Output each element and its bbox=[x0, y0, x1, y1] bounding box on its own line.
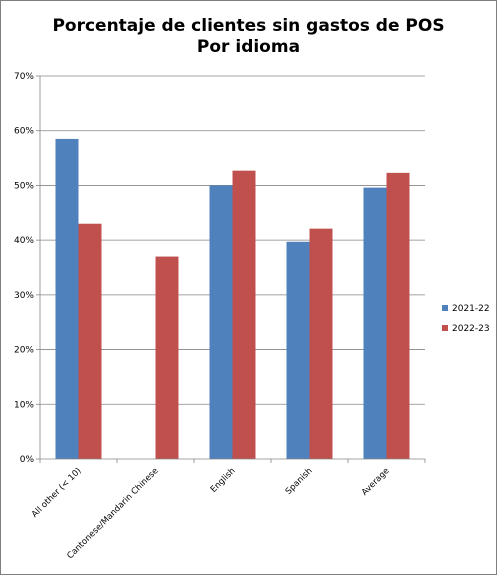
y-tick-label: 30% bbox=[14, 291, 34, 301]
y-tick-label: 10% bbox=[14, 400, 34, 410]
chart-title-line-1: Porcentaje de clientes sin gastos de POS bbox=[52, 16, 445, 36]
y-tick-label: 20% bbox=[14, 346, 34, 356]
bar-2022-23-0 bbox=[78, 223, 102, 459]
legend-swatch bbox=[442, 305, 448, 311]
bars bbox=[55, 138, 410, 460]
chart-title: Porcentaje de clientes sin gastos de POS… bbox=[0, 16, 497, 58]
bar-2021-22-4 bbox=[363, 187, 387, 460]
y-tick-label: 60% bbox=[14, 127, 34, 137]
y-tick-label: 40% bbox=[14, 236, 34, 246]
legend-label: 2021-22 bbox=[452, 304, 490, 314]
bar-2021-22-2 bbox=[209, 185, 233, 459]
bar-2022-23-3 bbox=[309, 228, 333, 459]
y-tick-label: 70% bbox=[14, 72, 34, 82]
legend: 2021-22 2022-23 bbox=[442, 304, 490, 334]
chart-title-line-2: Por idioma bbox=[196, 37, 301, 57]
bar-2021-22-0 bbox=[55, 138, 79, 459]
x-category-label: All other (< 10) bbox=[30, 466, 84, 520]
bar-2022-23-4 bbox=[386, 172, 410, 459]
legend-label: 2022-23 bbox=[452, 324, 490, 334]
x-category-label: English bbox=[209, 466, 238, 495]
y-tick-label: 50% bbox=[14, 181, 34, 191]
bar-2021-22-3 bbox=[286, 241, 310, 459]
bar-2022-23-1 bbox=[155, 256, 179, 459]
x-category-label: Spanish bbox=[284, 466, 315, 497]
y-tick-label: 0% bbox=[20, 455, 35, 465]
x-category-label: Average bbox=[360, 466, 392, 498]
bar-2022-23-2 bbox=[232, 170, 256, 460]
legend-swatch bbox=[442, 325, 448, 331]
axes bbox=[39, 76, 425, 460]
y-axis-ticks: 0% 10% 20% 30% 40% 50% 60% 70% bbox=[14, 72, 40, 465]
x-category-label: Cantonese/Mandarin Chinese bbox=[65, 466, 160, 561]
x-axis-ticks: All other (< 10)Cantonese/Mandarin Chine… bbox=[30, 459, 426, 561]
